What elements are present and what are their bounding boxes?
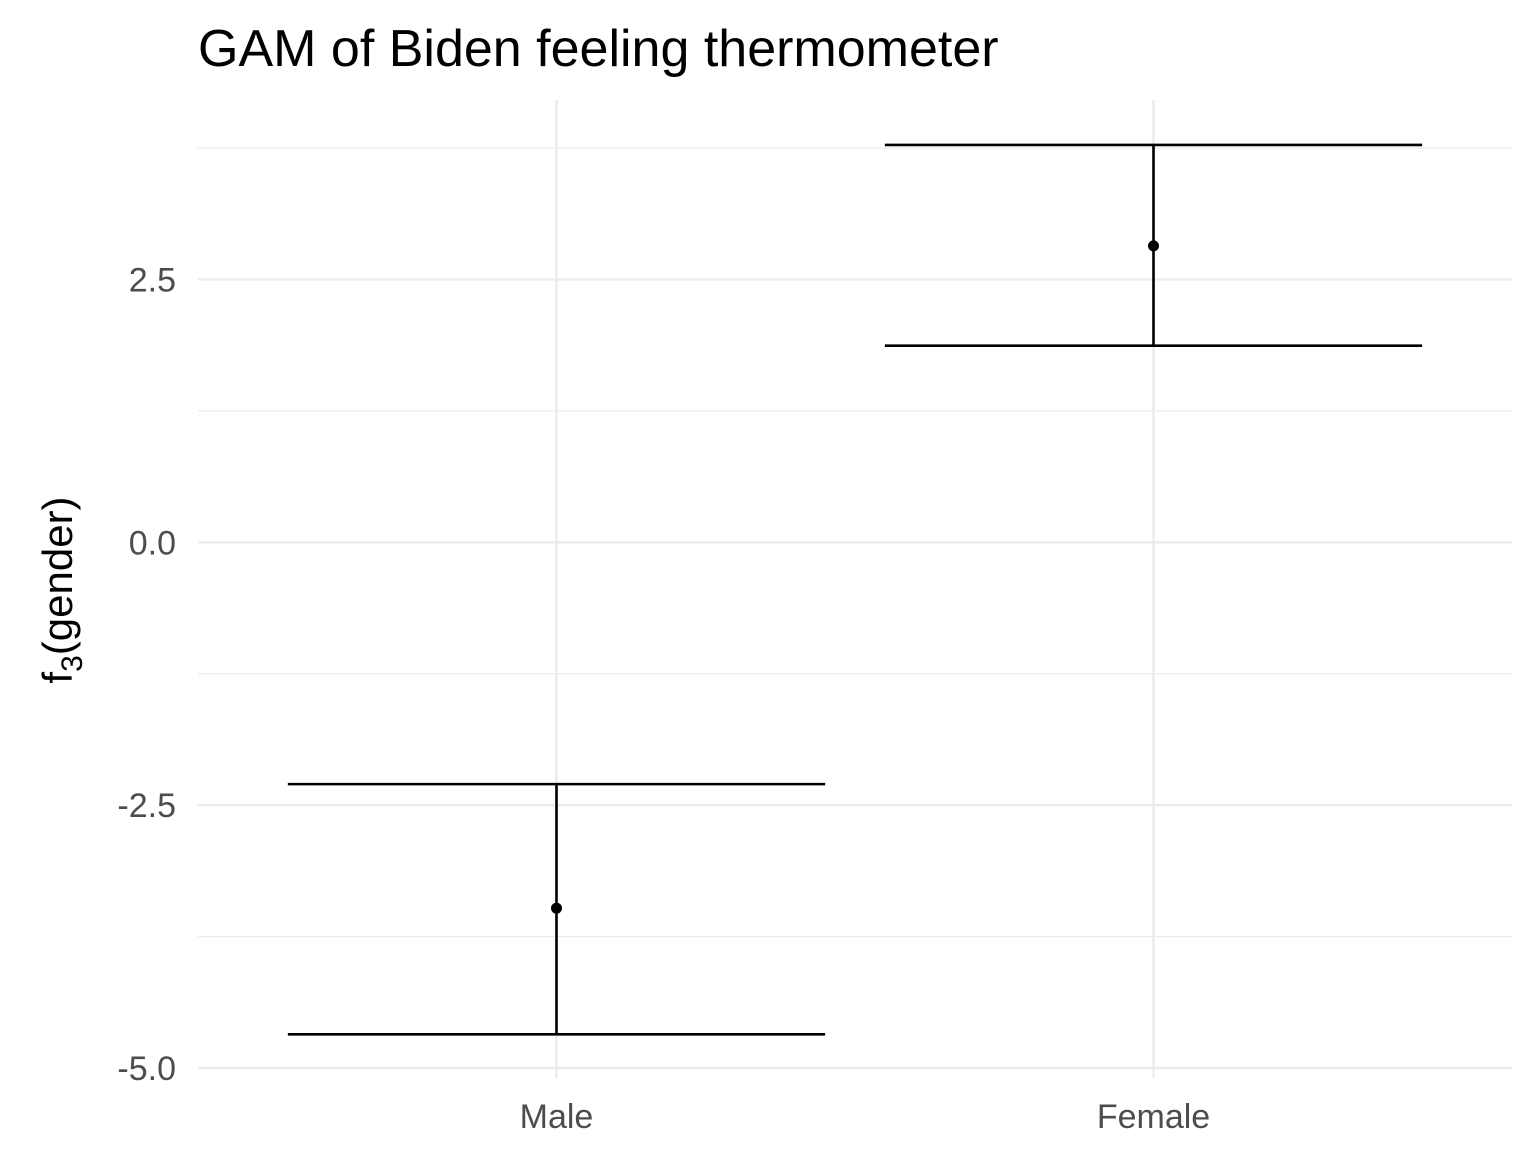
y-tick-label: 2.5 (129, 261, 176, 299)
y-tick-label: -2.5 (117, 787, 176, 825)
chart-title: GAM of Biden feeling thermometer (198, 20, 999, 78)
y-axis-title-rest: (gender) (34, 496, 81, 655)
x-tick-label: Male (520, 1098, 594, 1136)
grid (198, 100, 1512, 1078)
x-axis-ticks: Male Female (520, 1098, 1211, 1136)
y-axis-title-subscript: 3 (56, 655, 89, 672)
y-tick-label: -5.0 (117, 1050, 176, 1088)
y-axis-title: f3(gender) (34, 496, 89, 683)
y-tick-label: 0.0 (129, 524, 176, 562)
y-axis-ticks: -5.0 -2.5 0.0 2.5 (117, 261, 176, 1088)
point-estimate (1148, 240, 1159, 252)
error-bar-male (287, 782, 826, 1036)
x-tick-label: Female (1097, 1098, 1210, 1136)
error-bars (287, 143, 1423, 1036)
point-estimate (551, 902, 562, 914)
y-axis-title-base: f (34, 672, 81, 684)
error-bar-female (884, 143, 1423, 348)
